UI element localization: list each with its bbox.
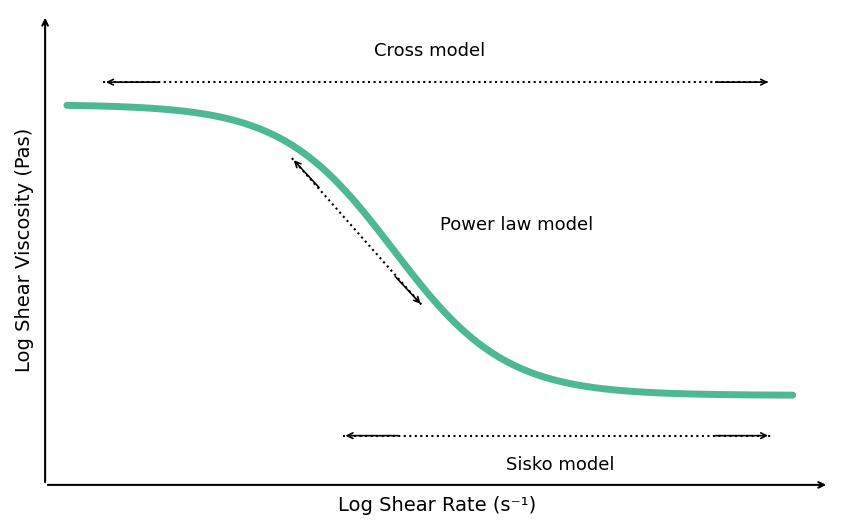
Text: Sisko model: Sisko model (506, 456, 614, 474)
Y-axis label: Log Shear Viscosity (Pas): Log Shear Viscosity (Pas) (15, 128, 34, 372)
X-axis label: Log Shear Rate (s⁻¹): Log Shear Rate (s⁻¹) (338, 496, 536, 515)
Text: Cross model: Cross model (374, 42, 485, 60)
Text: Power law model: Power law model (441, 216, 593, 234)
